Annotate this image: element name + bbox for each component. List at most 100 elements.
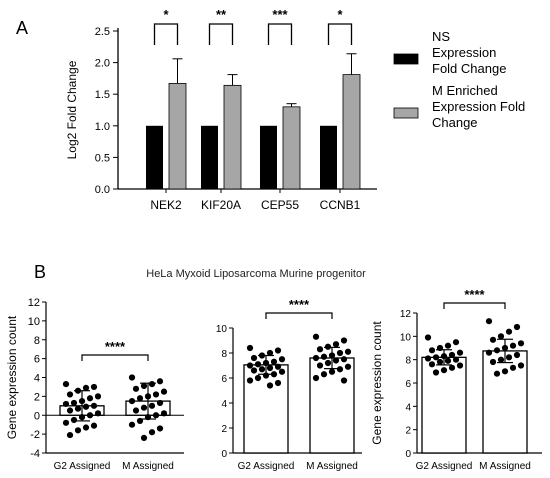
chart-b3-data-point <box>424 355 432 362</box>
chart-b1-y-tick-label: 8 <box>34 335 40 347</box>
chart-a-bar-m <box>223 84 242 190</box>
chart-b2-data-point <box>340 356 348 363</box>
chart-b2-data-point <box>254 374 262 382</box>
chart-b1-data-point <box>86 395 94 402</box>
chart-b3-data-point <box>489 336 497 343</box>
chart-b3-data-point <box>432 369 440 376</box>
chart-b3-data-point <box>497 333 505 340</box>
chart-b2-data-point <box>332 357 340 364</box>
chart-b2-data-point <box>254 361 262 368</box>
chart-b3-data-point <box>456 349 464 356</box>
panel-label-a: A <box>16 18 28 38</box>
chart-b3-data-point <box>513 323 521 331</box>
chart-a-y-axis-title: Log2 Fold Change <box>65 60 79 159</box>
chart-b2-data-point <box>316 362 324 369</box>
chart-a-y-tick-label: 0.5 <box>95 152 110 164</box>
chart-b1-data-point <box>74 405 82 412</box>
chart-b1-significance-label: **** <box>105 339 126 354</box>
chart-b2-data-point <box>312 354 320 362</box>
chart-b1-data-point <box>62 400 70 408</box>
chart-b1-data-point <box>160 410 168 417</box>
chart-b3-data-point <box>493 347 501 354</box>
chart-b3-data-point <box>489 358 497 366</box>
chart-b2-y-tick-label: 4 <box>221 399 227 410</box>
chart-a-bar-ns <box>201 125 218 189</box>
chart-b3-data-point <box>513 351 521 359</box>
chart-b1-significance-bracket <box>81 354 149 361</box>
chart-b1-data-point <box>66 431 74 439</box>
chart-b1-y-tick-label: 4 <box>34 373 40 385</box>
chart-b2-data-point <box>266 349 274 357</box>
chart-b1-data-point <box>94 393 102 400</box>
chart-b1-y-axis-title: Gene expression count <box>5 315 19 439</box>
chart-b1-data-point <box>128 421 136 428</box>
chart-b3-data-point <box>505 354 513 361</box>
chart-a-bar-m <box>342 74 361 190</box>
legend-label: Expression <box>432 45 496 60</box>
chart-b3-data-point <box>485 349 493 356</box>
chart-a-bar-ns <box>260 125 277 189</box>
chart-b3-y-tick-label: 0 <box>405 449 411 460</box>
chart-b2-data-point <box>344 348 352 355</box>
chart-b1-data-point <box>160 388 168 395</box>
chart-b2-y-tick-label: 6 <box>221 374 227 385</box>
chart-b2-data-point <box>328 368 336 375</box>
legend-swatch-m <box>393 107 419 119</box>
chart-b1-y-tick-label: 10 <box>28 316 40 328</box>
chart-b2-data-point <box>324 343 332 350</box>
chart-b1-data-point <box>66 391 74 398</box>
chart-b3-y-tick-label: 12 <box>400 309 412 320</box>
chart-b2-data-point <box>320 371 328 378</box>
chart-b1-data-point <box>90 402 98 409</box>
chart-b1-y-tick-label: 0 <box>34 410 40 422</box>
chart-b2-y-tick-label: 2 <box>221 424 227 435</box>
chart-b2-data-point <box>278 356 286 363</box>
chart-b1-y-tick-label: 6 <box>34 354 40 366</box>
chart-b2-data-point <box>246 377 254 384</box>
chart-b3-y-tick-label: 10 <box>400 332 412 343</box>
chart-b3-y-tick-label: 8 <box>405 356 411 367</box>
chart-b3-data-point <box>444 342 452 349</box>
chart-b3-y-tick-label: 2 <box>405 426 411 437</box>
chart-a-y-tick-label: 2.0 <box>95 58 110 70</box>
chart-b1-data-point <box>148 429 156 436</box>
chart-b3-data-point <box>517 340 525 347</box>
chart-b2-data-point <box>250 367 258 374</box>
chart-b3-data-point <box>456 362 464 369</box>
chart-a-significance-label: * <box>337 7 343 22</box>
chart-b1-data-point <box>74 427 82 434</box>
chart-b3-data-point <box>517 362 525 369</box>
chart-b1-data-point <box>132 407 140 414</box>
chart-b3-data-point <box>448 364 456 371</box>
chart-b1-data-point <box>148 381 156 388</box>
chart-a-bar-m <box>168 83 187 190</box>
chart-b1-data-point <box>128 374 136 381</box>
chart-b2-x-tick-label: G2 Assigned <box>238 461 295 472</box>
chart-b2-significance-bracket <box>265 312 333 319</box>
legend-label: Expression Fold <box>432 99 525 114</box>
chart-b2-significance-label: **** <box>289 297 310 312</box>
chart-b2-data-point <box>312 374 320 382</box>
chart-b3-data-point <box>436 358 444 366</box>
chart-a-bar-ns <box>320 125 337 189</box>
chart-b1-data-point <box>128 397 136 405</box>
chart-a-x-tick-label: NEK2 <box>150 198 182 212</box>
chart-b1-y-tick-label: -2 <box>30 429 40 441</box>
chart-a-y-tick-label: 1.5 <box>95 89 110 101</box>
chart-a-bar-ns <box>146 125 163 189</box>
chart-b2-data-point <box>266 364 274 372</box>
chart-b3-data-point <box>485 318 493 325</box>
chart-b2-data-point <box>316 346 324 353</box>
chart-a-significance-label: * <box>163 7 169 22</box>
chart-b2-data-point <box>340 337 348 344</box>
chart-b2-data-point <box>246 362 254 369</box>
chart-b3-significance-label: **** <box>464 287 485 302</box>
legend-swatch-ns <box>393 53 419 65</box>
chart-b2-data-point <box>332 341 340 348</box>
chart-b3-data-point <box>509 342 517 349</box>
chart-b2-data-point <box>266 382 274 389</box>
chart-b1-data-point <box>140 434 148 441</box>
chart-b1-data-point <box>136 395 144 402</box>
chart-b3-x-tick-label: G2 Assigned <box>416 461 473 472</box>
